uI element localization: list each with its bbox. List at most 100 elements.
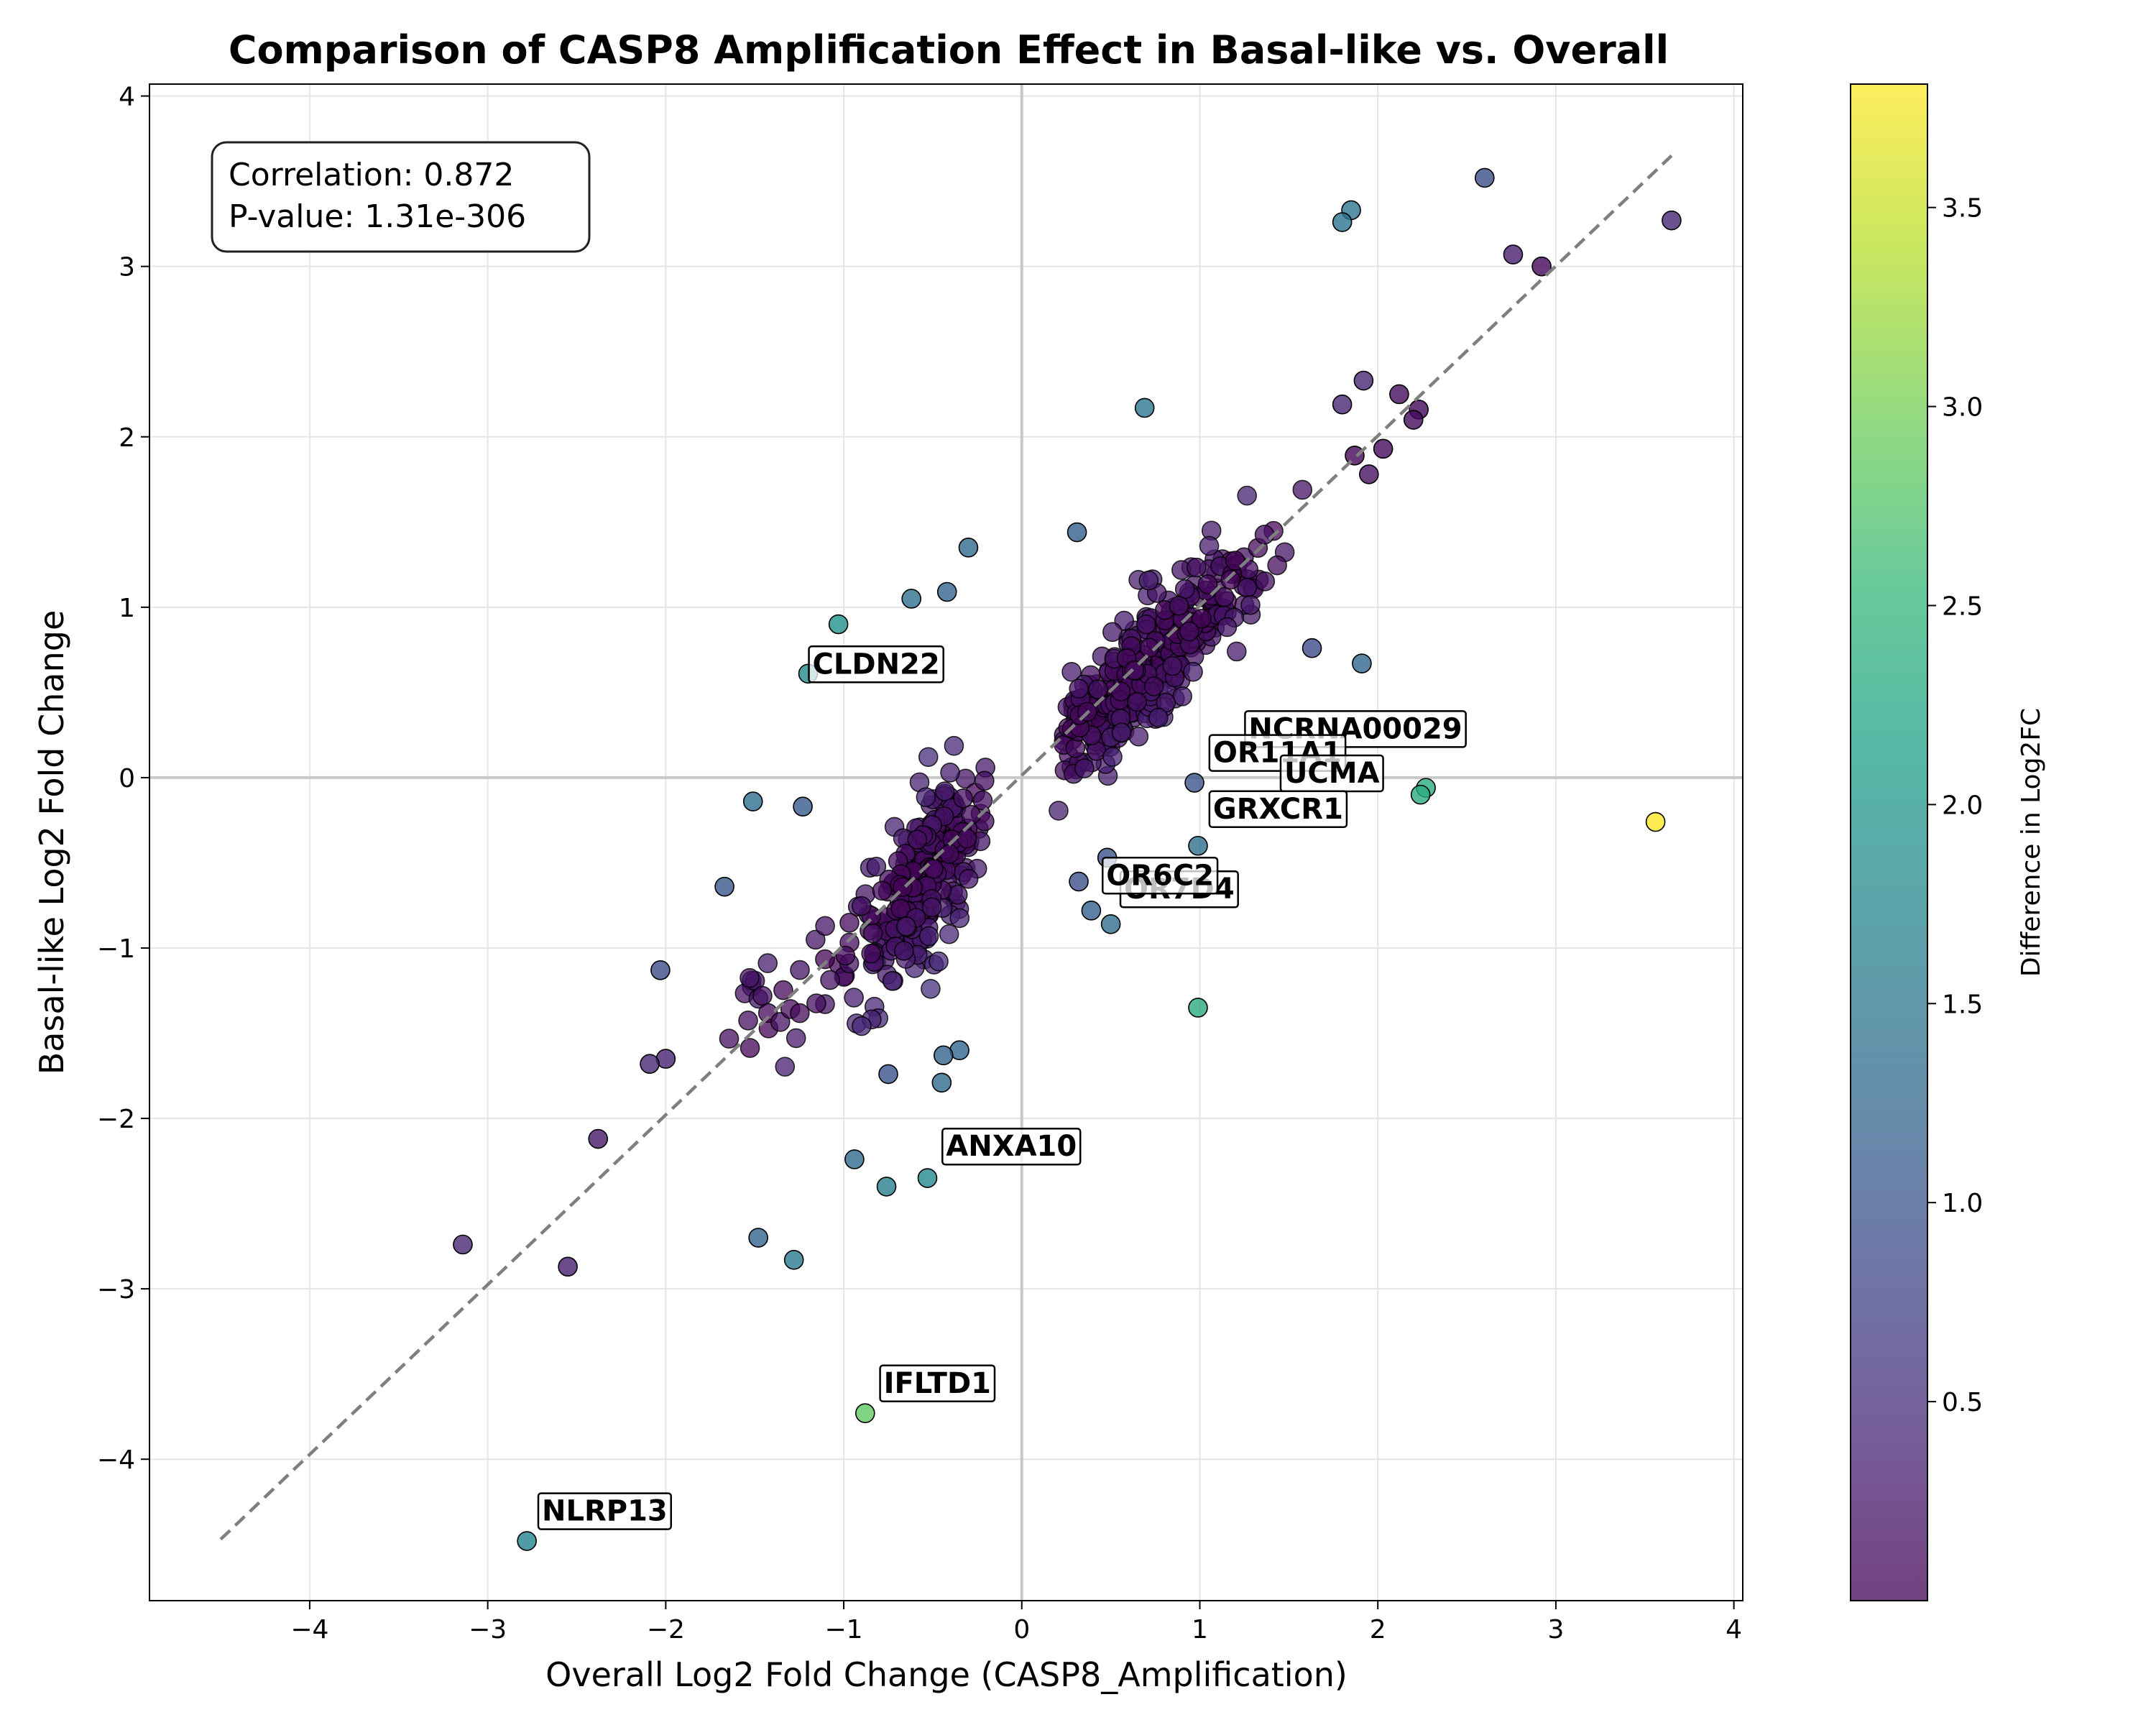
annotation: CLDN22 [808, 645, 944, 684]
data-point [896, 916, 916, 937]
colorbar-tick-label: 2.5 [1942, 592, 1983, 621]
annotation: GRXCR1 [1208, 790, 1348, 829]
correlation-text: Correlation: 0.872 [229, 157, 514, 193]
data-point [878, 1064, 898, 1085]
data-point [1088, 679, 1108, 699]
data-point [835, 945, 856, 966]
x-tick-label: −3 [469, 1615, 507, 1644]
data-point [453, 1234, 473, 1255]
data-point [872, 880, 893, 901]
data-point [933, 1045, 954, 1066]
data-point [1111, 722, 1132, 743]
data-point [1110, 681, 1131, 702]
data-point [936, 581, 957, 602]
data-point [1302, 638, 1322, 658]
data-point [939, 844, 959, 864]
annotation-label: ANXA10 [946, 1130, 1077, 1163]
data-point [1187, 557, 1207, 578]
data-point [815, 949, 835, 970]
data-point [1067, 522, 1087, 543]
data-point [790, 960, 810, 980]
data-point [1352, 653, 1372, 673]
pvalue-text: P-value: 1.31e-306 [229, 198, 526, 235]
colorbar-ticks: 0.5 1.0 1.5 2.0 2.5 3.0 3.5 [1927, 194, 1983, 1417]
data-point [1169, 595, 1189, 616]
data-point [773, 980, 793, 1000]
gene-annotations: CLDN22NCRNA00029OR11A1UCMAGRXCR1OR7D4OR6… [537, 645, 1467, 1530]
annotation-box [537, 1492, 673, 1530]
data-point [640, 1054, 660, 1075]
data-point [893, 941, 914, 961]
data-point [1332, 394, 1353, 415]
data-point [1645, 811, 1666, 832]
annotation-label: IFLTD1 [884, 1367, 991, 1400]
data-point [740, 967, 760, 988]
data-point [1220, 569, 1241, 590]
y-tick-label: 0 [119, 764, 135, 794]
data-point [806, 993, 826, 1013]
chart-title: Comparison of CASP8 Amplification Effect… [229, 27, 1669, 73]
x-tick-label: −4 [290, 1615, 328, 1644]
annotation: NLRP13 [537, 1492, 673, 1530]
x-tick-label: 2 [1370, 1615, 1386, 1644]
data-point [719, 1029, 740, 1049]
x-axis-ticks: −4 −3 −2 −1 0 1 2 3 4 [290, 1601, 1742, 1644]
data-point [1124, 660, 1145, 681]
y-tick-label: −1 [97, 934, 135, 964]
data-point [1074, 758, 1095, 778]
data-point [921, 897, 942, 918]
data-point [786, 1028, 806, 1049]
data-point [934, 781, 955, 801]
data-point [1183, 661, 1203, 682]
data-point [1148, 707, 1169, 728]
data-point [748, 1228, 768, 1248]
x-tick-label: 0 [1013, 1615, 1030, 1644]
data-point [917, 1168, 938, 1188]
data-point [852, 1016, 872, 1036]
annotation-label: OR6C2 [1106, 859, 1214, 892]
data-point [844, 1149, 865, 1169]
colorbar-border [1850, 83, 1928, 1601]
data-point [862, 923, 883, 944]
data-point [1065, 738, 1086, 758]
data-point [923, 859, 944, 879]
annotation: UCMA [1279, 754, 1384, 793]
data-point [1100, 914, 1121, 934]
annotation-box [1208, 790, 1348, 829]
annotation-label: CLDN22 [813, 648, 940, 681]
data-point [1061, 662, 1082, 682]
data-point [851, 896, 872, 916]
fit-line-group [219, 154, 1673, 1541]
data-point [1373, 438, 1393, 459]
data-point [1255, 571, 1276, 592]
data-point [1174, 579, 1195, 599]
data-point [775, 1057, 796, 1077]
data-point [558, 1256, 578, 1277]
x-tick-label: 3 [1547, 1615, 1564, 1644]
data-point [1475, 167, 1495, 188]
data-point [839, 913, 860, 933]
annotation-label: NLRP13 [542, 1495, 668, 1528]
data-point [1102, 622, 1123, 643]
data-point [738, 1011, 758, 1031]
data-point [1226, 641, 1247, 662]
data-point [918, 747, 939, 768]
data-point [916, 787, 936, 807]
data-point [1184, 773, 1204, 793]
annotation: OR6C2 [1101, 857, 1219, 895]
data-point [517, 1531, 537, 1551]
data-point [940, 763, 960, 783]
data-point [752, 985, 773, 1006]
y-tick-label: 2 [119, 423, 135, 453]
data-point [1179, 621, 1199, 642]
y-tick-label: 3 [119, 253, 135, 282]
data-point [1127, 691, 1147, 712]
data-point [1135, 614, 1156, 635]
data-point [944, 735, 964, 756]
y-axis-label: Basal-like Log2 Fold Change [32, 610, 71, 1075]
data-point [957, 828, 977, 849]
data-point [714, 876, 734, 897]
y-tick-label: 4 [119, 83, 135, 112]
annotation: IFLTD1 [879, 1364, 996, 1403]
data-point [1410, 784, 1431, 805]
